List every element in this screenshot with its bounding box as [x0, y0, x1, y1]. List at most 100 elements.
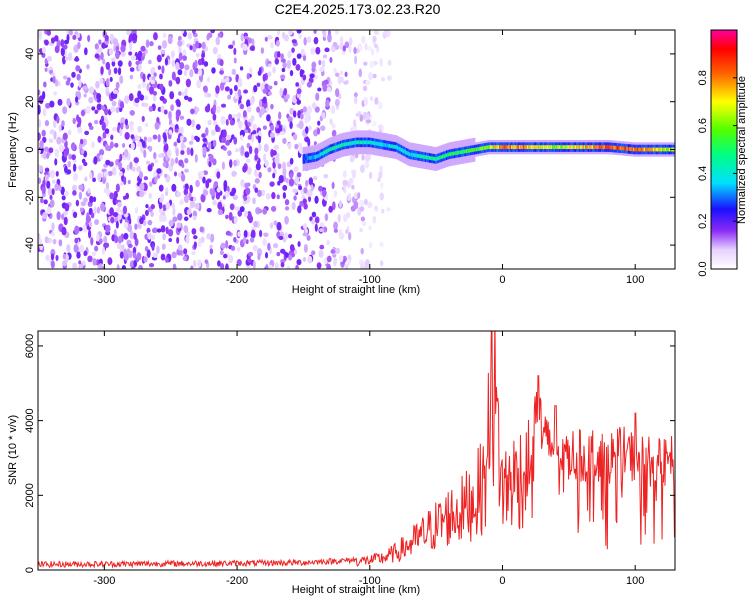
- noise-cell: [194, 202, 200, 210]
- noise-cell: [307, 137, 311, 147]
- noise-cell: [112, 89, 119, 95]
- noise-cell: [275, 262, 279, 269]
- noise-cell: [243, 229, 248, 239]
- noise-cell: [76, 32, 81, 38]
- noise-cell: [138, 63, 142, 72]
- ridge-core: [503, 145, 505, 150]
- noise-cell: [143, 95, 149, 101]
- noise-cell: [367, 45, 372, 51]
- ridge-core: [306, 156, 309, 161]
- noise-cell: [196, 79, 202, 89]
- noise-cell: [113, 67, 118, 74]
- ridge-core: [532, 145, 534, 150]
- noise-cell: [379, 192, 385, 201]
- noise-cell: [245, 239, 249, 244]
- noise-cell: [248, 67, 253, 75]
- noise-cell: [240, 134, 244, 141]
- noise-cell: [78, 142, 83, 151]
- noise-cell: [229, 191, 235, 197]
- noise-cell: [175, 61, 180, 70]
- ridge-core: [351, 141, 354, 145]
- noise-cell: [164, 173, 168, 178]
- colorbar: 0.0 0.2 0.4 0.6 0.8 Normalized spectral ampl…: [697, 29, 748, 277]
- noise-cell: [148, 146, 153, 152]
- noise-cell: [289, 173, 293, 178]
- noise-cell: [351, 169, 357, 175]
- noise-cell: [76, 251, 81, 259]
- y-tick-label: 6000: [24, 334, 36, 358]
- noise-cell: [284, 206, 290, 211]
- ridge-core: [595, 145, 598, 150]
- noise-cell: [170, 157, 175, 167]
- noise-cell: [363, 96, 369, 106]
- noise-cell: [331, 123, 336, 129]
- noise-cell: [276, 194, 280, 200]
- noise-cell: [184, 88, 188, 96]
- ridge-core: [579, 145, 582, 150]
- noise-cell: [60, 47, 65, 57]
- noise-cell: [212, 46, 218, 55]
- noise-cell: [111, 60, 116, 67]
- ridge-core: [483, 146, 485, 150]
- noise-cell: [104, 107, 109, 116]
- noise-cell: [233, 236, 237, 243]
- noise-cell: [335, 247, 341, 255]
- ridge-core: [594, 145, 597, 150]
- noise-cell: [275, 40, 280, 47]
- noise-cell: [134, 223, 138, 231]
- ridge-core: [668, 147, 671, 152]
- noise-cell: [291, 201, 296, 211]
- noise-cell: [365, 153, 371, 162]
- ridge-core: [549, 145, 552, 150]
- noise-cell: [266, 114, 271, 122]
- noise-cell: [196, 107, 200, 112]
- noise-cell: [120, 209, 124, 216]
- noise-cell: [140, 45, 146, 52]
- noise-cell: [364, 258, 370, 268]
- noise-cell: [243, 89, 249, 94]
- noise-cell: [137, 222, 142, 230]
- noise-cell: [194, 153, 198, 163]
- noise-cell: [284, 252, 289, 258]
- ridge-core: [541, 145, 544, 150]
- noise-cell: [276, 51, 281, 58]
- noise-cell: [109, 192, 114, 200]
- ridge-core: [456, 150, 459, 155]
- noise-cell: [71, 71, 76, 78]
- noise-cell: [78, 264, 84, 269]
- noise-cell: [104, 242, 110, 248]
- noise-cell: [47, 187, 53, 196]
- noise-cell: [257, 134, 262, 144]
- noise-cell: [83, 250, 88, 257]
- noise-cell: [46, 152, 50, 159]
- noise-cell: [38, 89, 41, 96]
- noise-cell: [42, 136, 47, 143]
- noise-cell: [64, 203, 70, 212]
- x-tick-label: 0: [499, 575, 505, 587]
- noise-cell: [51, 188, 55, 196]
- ridge-core: [430, 156, 432, 161]
- noise-cell: [93, 219, 100, 225]
- noise-cell: [110, 216, 115, 224]
- noise-cell: [100, 51, 104, 61]
- noise-cell: [168, 110, 172, 120]
- ridge-core: [662, 147, 664, 152]
- noise-cell: [148, 192, 152, 200]
- noise-cell: [231, 68, 237, 75]
- noise-cell: [177, 172, 182, 178]
- noise-cell: [92, 177, 96, 183]
- noise-cell: [343, 80, 349, 85]
- ridge-core: [529, 145, 532, 150]
- noise-cell: [379, 57, 383, 67]
- ridge-core: [460, 150, 463, 155]
- noise-cell: [258, 229, 263, 238]
- noise-cell: [58, 239, 63, 247]
- noise-cell: [252, 197, 256, 205]
- noise-cell: [296, 53, 302, 59]
- noise-cell: [89, 195, 94, 204]
- noise-cell: [129, 67, 135, 72]
- noise-cell: [209, 248, 214, 255]
- x-tick-label: 100: [626, 575, 644, 587]
- ridge-core: [586, 145, 589, 150]
- noise-cell: [256, 189, 262, 198]
